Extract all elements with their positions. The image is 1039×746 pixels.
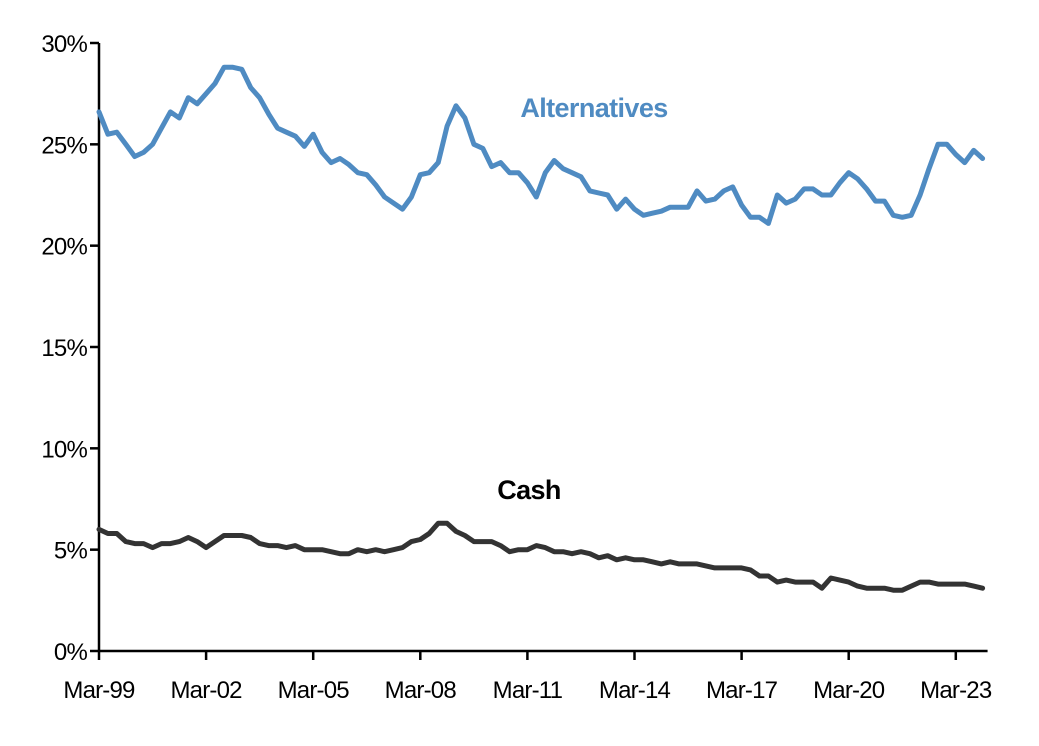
y-tick-label: 20% [41,234,87,261]
x-tick-label: Mar-20 [813,677,885,704]
x-tick-label: Mar-08 [385,677,457,704]
x-tick-label: Mar-17 [706,677,778,704]
axes: 0% 5% 10% 15% 20% 25% 30% Mar-99 Mar-02 Mar-05 Mar… [41,31,992,704]
x-tick-label: Mar-99 [63,677,135,704]
y-tick-label: 30% [41,31,87,58]
x-tick-label: Mar-05 [278,677,350,704]
y-tick-label: 10% [41,436,87,463]
series-line-cash [96,520,986,593]
y-tick-label: 15% [41,335,87,362]
series-line-alternatives [96,64,986,226]
x-tick-label: Mar-02 [170,677,242,704]
x-tick-label: Mar-11 [493,677,563,704]
x-tick-label: Mar-14 [599,677,671,704]
x-tick-label: Mar-23 [920,677,992,704]
series-lines [96,64,986,593]
series-label-alternatives: Alternatives [520,93,667,123]
y-tick-label: 25% [41,132,87,159]
series-label-cash: Cash [497,475,561,505]
y-tick-label: 5% [54,538,88,565]
y-tick-label: 0% [54,639,88,666]
